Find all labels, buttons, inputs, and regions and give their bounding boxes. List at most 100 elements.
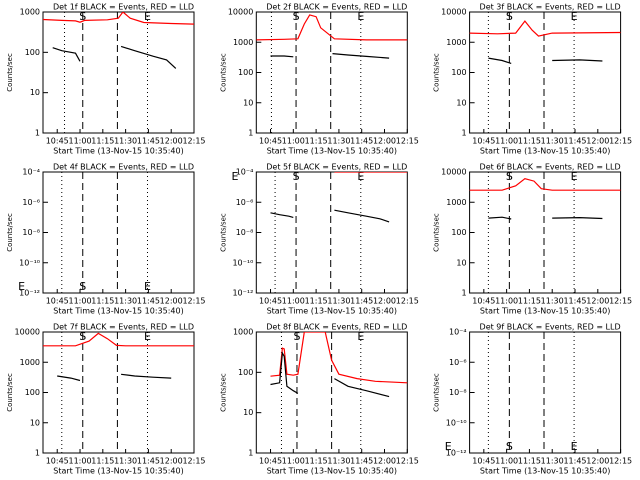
data-line xyxy=(488,57,603,64)
chart-title: Det 8f BLACK = Events, RED = LLD xyxy=(266,323,407,332)
y-tick-label: 10⁻⁸ xyxy=(236,228,254,237)
y-tick-label: 1000 xyxy=(233,328,253,337)
annotation: E xyxy=(571,10,578,23)
x-tick-label: 11:15 xyxy=(305,297,328,306)
x-axis-label: Start Time (13-Nov-15 10:35:40) xyxy=(480,307,610,316)
x-tick-label: 10:45 xyxy=(259,297,282,306)
x-tick-label: 12:15 xyxy=(609,137,632,146)
y-axis-label: Counts/sec xyxy=(6,373,14,412)
x-tick-label: 11:15 xyxy=(91,297,114,306)
data-line xyxy=(43,332,194,347)
plot-frame xyxy=(42,171,195,294)
y-tick-label: 1 xyxy=(35,449,40,458)
x-tick-label: 11:15 xyxy=(91,137,114,146)
chart-title: Det 5f BLACK = Events, RED = LLD xyxy=(266,163,407,172)
y-tick-label: 10000 xyxy=(441,168,466,177)
y-tick-label: 10000 xyxy=(228,8,253,17)
data-line xyxy=(270,53,390,59)
y-tick-label: 10⁻⁸ xyxy=(449,388,467,397)
x-axis-label: Start Time (13-Nov-15 10:35:40) xyxy=(267,307,397,316)
x-tick-label: 11:30 xyxy=(541,137,564,146)
x-tick-label: 10:45 xyxy=(46,137,69,146)
y-tick-label: 10⁻⁸ xyxy=(22,228,40,237)
x-axis-label: Start Time (13-Nov-15 10:35:40) xyxy=(480,147,610,156)
x-tick-label: 12:00 xyxy=(160,457,183,466)
y-tick-label: 100 xyxy=(25,48,40,57)
x-tick-label: 11:30 xyxy=(114,137,137,146)
x-tick-label: 12:15 xyxy=(396,297,419,306)
annotation: S xyxy=(506,170,513,183)
chart-title: Det 9f BLACK = Events, RED = LLD xyxy=(480,323,621,332)
annotation: S xyxy=(79,10,86,23)
data-line xyxy=(270,332,408,384)
annotation: E xyxy=(18,280,25,293)
y-tick-label: 10 xyxy=(243,98,253,107)
x-axis-label: Start Time (13-Nov-15 10:35:40) xyxy=(267,147,397,156)
annotation: S xyxy=(293,330,300,343)
y-tick-label: 10⁻⁴ xyxy=(236,168,254,177)
y-axis-label: Counts/sec xyxy=(433,373,441,412)
data-line xyxy=(57,373,172,382)
annotation: S xyxy=(293,10,300,23)
y-axis-label: Counts/sec xyxy=(6,213,14,252)
x-tick-label: 12:15 xyxy=(396,457,419,466)
x-axis-label: Start Time (13-Nov-15 10:35:40) xyxy=(53,307,183,316)
data-line xyxy=(52,45,177,69)
x-tick-label: 10:45 xyxy=(472,297,495,306)
x-axis-label: Start Time (13-Nov-15 10:35:40) xyxy=(267,467,397,476)
x-tick-label: 11:15 xyxy=(305,457,328,466)
annotation: E xyxy=(571,440,578,453)
chart-title: Det 7f BLACK = Events, RED = LLD xyxy=(53,323,194,332)
y-tick-label: 10000 xyxy=(15,328,40,337)
y-tick-label: 1000 xyxy=(20,8,40,17)
x-tick-label: 12:00 xyxy=(586,137,609,146)
y-tick-label: 1 xyxy=(35,129,40,138)
x-tick-label: 11:45 xyxy=(350,297,373,306)
plot-frame xyxy=(255,11,408,134)
x-tick-label: 12:15 xyxy=(182,297,205,306)
y-tick-label: 10⁻⁴ xyxy=(449,328,467,337)
y-tick-label: 10 xyxy=(456,258,466,267)
x-tick-label: 11:45 xyxy=(350,137,373,146)
x-tick-label: 10:45 xyxy=(46,457,69,466)
x-tick-label: 11:30 xyxy=(541,297,564,306)
annotation: E xyxy=(357,10,364,23)
x-tick-label: 12:15 xyxy=(396,137,419,146)
annotation: E xyxy=(357,170,364,183)
x-tick-label: 11:00 xyxy=(282,297,305,306)
y-tick-label: 10⁻⁶ xyxy=(22,198,40,207)
annotation: S xyxy=(506,10,513,23)
y-tick-label: 10⁻¹² xyxy=(446,449,467,458)
y-tick-label: 100 xyxy=(238,368,253,377)
x-axis-label: Start Time (13-Nov-15 10:35:40) xyxy=(53,147,183,156)
data-line xyxy=(469,178,621,191)
y-tick-label: 1000 xyxy=(446,198,466,207)
x-tick-label: 11:45 xyxy=(563,137,586,146)
data-line xyxy=(43,12,194,25)
x-tick-label: 10:45 xyxy=(259,457,282,466)
annotation: E xyxy=(445,440,452,453)
data-line xyxy=(270,209,390,223)
y-axis-label: Counts/sec xyxy=(219,213,227,252)
x-tick-label: 12:00 xyxy=(160,137,183,146)
x-tick-label: 11:45 xyxy=(350,457,373,466)
x-tick-label: 11:15 xyxy=(518,137,541,146)
x-tick-label: 12:00 xyxy=(586,297,609,306)
x-tick-label: 11:30 xyxy=(114,457,137,466)
x-tick-label: 11:45 xyxy=(137,297,160,306)
x-tick-label: 12:00 xyxy=(160,297,183,306)
x-tick-label: 11:45 xyxy=(563,457,586,466)
x-tick-label: 10:45 xyxy=(472,457,495,466)
y-tick-label: 100 xyxy=(25,388,40,397)
y-tick-label: 10⁻¹⁰ xyxy=(19,258,40,267)
x-tick-label: 12:00 xyxy=(373,297,396,306)
chart-title: Det 1f BLACK = Events, RED = LLD xyxy=(53,3,194,12)
data-line xyxy=(256,14,408,41)
annotation: S xyxy=(79,280,86,293)
y-tick-label: 10 xyxy=(456,98,466,107)
y-axis-label: Counts/sec xyxy=(219,53,227,92)
y-tick-label: 1 xyxy=(462,289,467,298)
chart-title: Det 3f BLACK = Events, RED = LLD xyxy=(480,3,621,12)
y-tick-label: 10⁻⁴ xyxy=(22,168,40,177)
y-axis-label: Counts/sec xyxy=(219,373,227,412)
